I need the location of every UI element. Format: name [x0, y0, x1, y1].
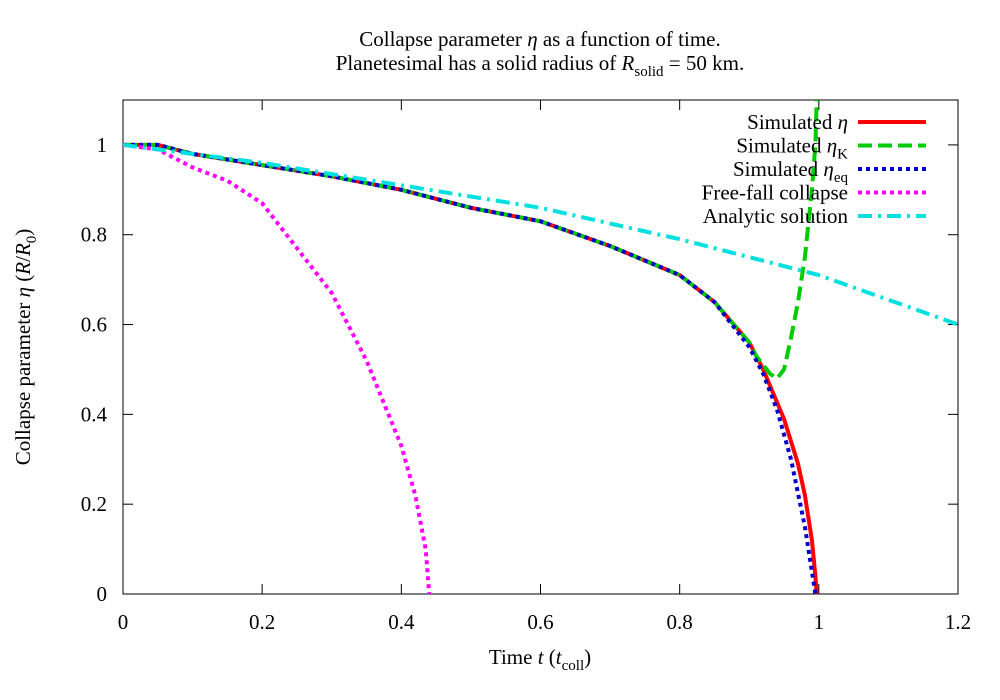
legend-label-part: Simulated — [747, 110, 837, 134]
legend-label-part: Simulated — [733, 157, 823, 181]
chart-title-part: R — [621, 51, 635, 75]
chart-title: Planetesimal has a solid radius of Rsoli… — [336, 51, 744, 80]
series-line — [123, 142, 958, 327]
legend-label: Simulated ηeq​ — [733, 157, 849, 186]
legend-label: Simulated ηK​ — [736, 134, 848, 163]
x-tick-label: 0.4 — [388, 610, 415, 634]
y-axis-label-part: ( — [11, 275, 35, 287]
legend-label: Simulated η — [747, 110, 848, 134]
legend-label-part: η — [823, 157, 833, 181]
x-axis-label-part: ( — [544, 645, 556, 669]
x-tick-label: 1 — [814, 610, 825, 634]
y-tick-label: 1 — [97, 133, 108, 157]
y-tick-label: 0.2 — [81, 492, 107, 516]
x-tick-label: 0 — [118, 610, 129, 634]
x-tick-label: 0.8 — [667, 610, 693, 634]
chart-title: Collapse parameter η as a function of ti… — [359, 27, 720, 51]
chart-title-part: = 50 km. — [664, 51, 745, 75]
y-axis-label-part: ) — [11, 229, 35, 236]
y-tick-label: 0.6 — [81, 313, 107, 337]
legend-label-part: Analytic solution — [703, 204, 849, 228]
y-axis-label-part: R — [11, 243, 35, 257]
legend-label-part: η — [827, 134, 837, 158]
chart-title-part: solid — [634, 64, 664, 80]
series-line — [123, 142, 432, 594]
legend-label-part: η — [838, 110, 848, 134]
chart-title-part: Collapse parameter — [359, 27, 527, 51]
series-line — [123, 100, 819, 382]
x-tick-label: 1.2 — [945, 610, 971, 634]
x-axis-label-part: Time — [489, 645, 538, 669]
series-line — [123, 142, 818, 594]
x-axis-label: Time t (tcoll​) — [489, 645, 591, 674]
y-axis-label-part: η — [11, 287, 35, 297]
y-axis-label: Collapse parameter η (R/R0​) — [11, 229, 40, 466]
y-axis-label-part: Collapse parameter — [11, 297, 35, 465]
chart-title-part: η — [527, 27, 537, 51]
y-axis-label-part: 0 — [24, 236, 40, 244]
legend-label-part: eq — [834, 170, 849, 186]
y-axis-label-part: R — [11, 262, 35, 276]
legend-label: Analytic solution — [703, 204, 849, 228]
x-axis-label-part: t — [538, 645, 545, 669]
x-tick-label: 0.6 — [527, 610, 553, 634]
y-tick-label: 0 — [97, 582, 108, 606]
x-axis-label-part: ) — [584, 645, 591, 669]
chart-title-part: as a function of time. — [538, 27, 721, 51]
legend-label-part: Simulated — [736, 134, 826, 158]
legend-label: Free-fall collapse — [702, 181, 848, 205]
y-tick-label: 0.4 — [81, 402, 108, 426]
chart-title-part: Planetesimal has a solid radius of — [336, 51, 622, 75]
y-axis-label-part: / — [11, 256, 35, 262]
x-axis-label-part: coll — [562, 658, 585, 674]
legend-label-part: K — [837, 147, 848, 163]
x-axis-label-part: t — [556, 645, 563, 669]
x-tick-label: 0.2 — [249, 610, 275, 634]
legend-label-part: Free-fall collapse — [702, 181, 848, 205]
y-tick-label: 0.8 — [81, 223, 107, 247]
